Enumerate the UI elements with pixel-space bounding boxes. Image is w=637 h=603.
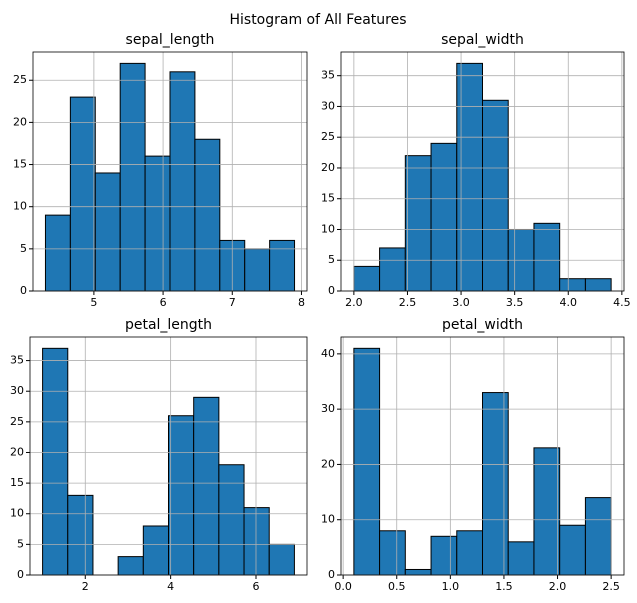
bar xyxy=(430,535,458,576)
bar xyxy=(243,507,270,576)
bar xyxy=(559,278,586,292)
x-tick-label: 1.5 xyxy=(495,580,513,593)
bar xyxy=(269,239,296,292)
bar xyxy=(404,568,432,576)
x-tick-label: 0.5 xyxy=(388,580,406,593)
y-tick-label: 5 xyxy=(20,242,27,255)
x-tick-label: 6 xyxy=(160,296,167,309)
subplot-title: petal_length xyxy=(125,317,212,333)
bar xyxy=(456,530,484,576)
bar xyxy=(69,96,96,292)
y-tick-label: 20 xyxy=(321,457,335,470)
bar xyxy=(117,556,144,576)
subplot: 2 4 6 0 5 10 15 20 25 30 35 petal_length xyxy=(10,317,308,593)
x-tick-label: 1.0 xyxy=(442,580,460,593)
bar xyxy=(456,62,484,292)
bar xyxy=(119,62,146,292)
y-tick-label: 25 xyxy=(10,415,24,428)
bar xyxy=(44,214,71,292)
bar xyxy=(218,464,245,576)
bar xyxy=(507,541,535,576)
x-tick-label: 2.0 xyxy=(549,580,567,593)
bar xyxy=(268,543,295,576)
bar xyxy=(353,347,381,576)
x-tick-label: 8 xyxy=(298,296,305,309)
bar xyxy=(533,447,561,576)
x-tick-label: 2.5 xyxy=(399,296,417,309)
x-tick-label: 5 xyxy=(90,296,97,309)
bar xyxy=(404,155,432,292)
axes-frame xyxy=(340,51,625,292)
bar xyxy=(559,524,586,576)
y-tick-label: 40 xyxy=(321,347,335,360)
y-tick-label: 10 xyxy=(10,507,24,520)
bar xyxy=(194,138,221,292)
figure-title: Histogram of All Features xyxy=(229,12,406,28)
y-tick-label: 35 xyxy=(321,69,335,82)
bar xyxy=(584,497,612,576)
subplot-title: sepal_width xyxy=(441,32,524,48)
bar xyxy=(533,222,561,292)
y-tick-label: 0 xyxy=(20,284,27,297)
x-tick-label: 2.0 xyxy=(345,296,363,309)
y-tick-label: 30 xyxy=(10,384,24,397)
x-tick-label: 4.5 xyxy=(613,296,631,309)
y-tick-label: 15 xyxy=(10,476,24,489)
subplot-title: petal_width xyxy=(442,317,523,333)
bar xyxy=(244,248,271,292)
bar xyxy=(144,155,171,292)
y-tick-label: 20 xyxy=(10,445,24,458)
y-tick-label: 0 xyxy=(17,568,24,581)
y-tick-label: 15 xyxy=(13,158,27,171)
y-tick-label: 0 xyxy=(328,284,335,297)
x-tick-label: 3.5 xyxy=(506,296,524,309)
bar xyxy=(379,247,406,292)
bar xyxy=(67,494,94,576)
axes-frame xyxy=(340,336,625,576)
y-tick-label: 10 xyxy=(321,222,335,235)
bar xyxy=(482,99,509,292)
bar xyxy=(353,265,381,292)
subplot: 2.0 2.5 3.0 3.5 4.0 4.5 0 5 10 15 20 25 30 35 sepal_wi… xyxy=(321,32,631,309)
x-tick-label: 3.0 xyxy=(452,296,470,309)
y-tick-label: 10 xyxy=(13,200,27,213)
y-tick-label: 5 xyxy=(17,537,24,550)
bar xyxy=(168,415,195,576)
x-tick-label: 4.0 xyxy=(560,296,578,309)
y-tick-label: 25 xyxy=(13,73,27,86)
y-tick-label: 15 xyxy=(321,192,335,205)
subplot-title: sepal_length xyxy=(126,32,215,48)
bar xyxy=(42,347,69,576)
bar xyxy=(482,392,509,576)
x-tick-label: 2.5 xyxy=(602,580,620,593)
x-tick-label: 2 xyxy=(82,580,89,593)
x-tick-label: 4 xyxy=(167,580,174,593)
y-tick-label: 30 xyxy=(321,402,335,415)
bar xyxy=(379,530,406,576)
x-tick-label: 6 xyxy=(252,580,259,593)
bar xyxy=(169,71,196,292)
bar xyxy=(142,525,169,576)
axes-frame xyxy=(29,336,308,576)
bar xyxy=(193,396,220,576)
y-tick-label: 35 xyxy=(10,354,24,367)
y-tick-label: 30 xyxy=(321,99,335,112)
bar xyxy=(584,278,612,292)
x-tick-label: 7 xyxy=(229,296,236,309)
y-tick-label: 5 xyxy=(328,253,335,266)
y-tick-label: 0 xyxy=(328,568,335,581)
y-tick-label: 20 xyxy=(13,115,27,128)
axes-frame xyxy=(32,51,308,292)
subplot: 0.0 0.5 1.0 1.5 2.0 2.5 0 10 20 30 40 petal_width xyxy=(321,317,625,593)
bar xyxy=(94,172,121,292)
bar xyxy=(430,142,458,292)
y-tick-label: 25 xyxy=(321,130,335,143)
subplot: 5 6 7 8 0 5 10 15 20 25 sepal_length xyxy=(13,32,308,309)
y-tick-label: 20 xyxy=(321,161,335,174)
x-tick-label: 0.0 xyxy=(334,580,352,593)
y-tick-label: 10 xyxy=(321,513,335,526)
